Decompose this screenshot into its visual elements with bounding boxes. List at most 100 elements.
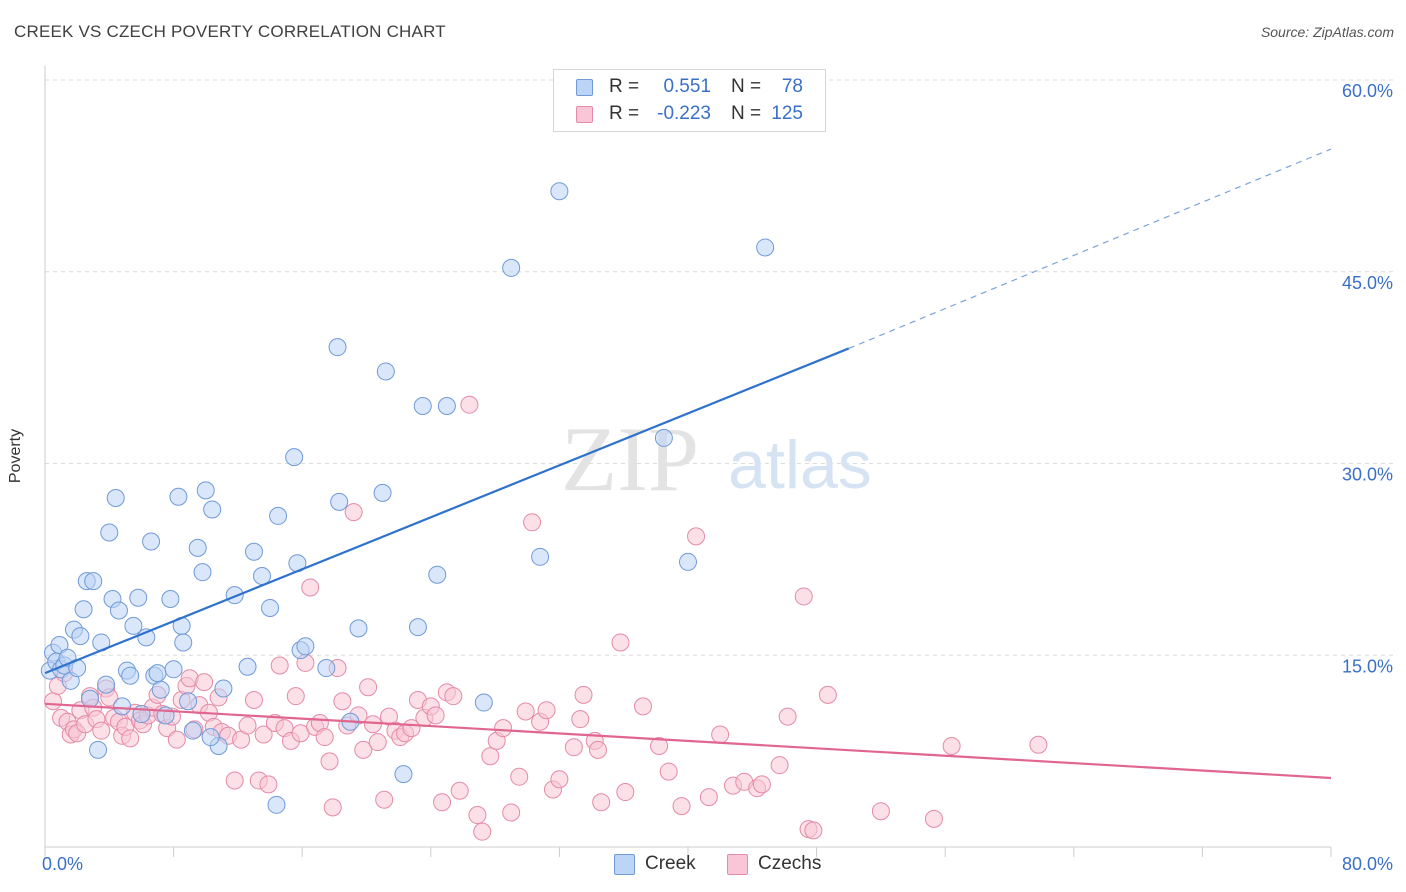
- creek-point: [84, 572, 103, 591]
- creek-trend-extension: [848, 148, 1332, 350]
- creek-trend-line: [44, 347, 850, 675]
- czechs-point: [320, 752, 339, 771]
- czechs-point: [363, 715, 382, 734]
- czechs-point: [924, 809, 943, 828]
- creek-point: [502, 258, 521, 277]
- creek-point: [330, 492, 349, 511]
- czechs-points: [44, 395, 1048, 841]
- creek-point: [81, 689, 100, 708]
- creek-point: [188, 538, 207, 557]
- czechs-point: [375, 790, 394, 809]
- bottom-legend-swatch-czechs: [727, 853, 748, 875]
- creek-point: [97, 675, 116, 694]
- czechs-point: [633, 697, 652, 716]
- czechs-point: [254, 725, 273, 744]
- creek-point: [285, 448, 304, 467]
- creek-point: [214, 679, 233, 698]
- czechs-point: [286, 687, 305, 706]
- legend-box: R = 0.551 N = 78 R = -0.223 N = 125: [553, 69, 826, 132]
- creek-point: [74, 600, 93, 619]
- czechs-point: [616, 783, 635, 802]
- trend-lines: [44, 148, 1332, 780]
- legend-n-value: 78: [781, 76, 803, 97]
- czechs-point: [516, 702, 535, 721]
- watermark: ZIP atlas: [561, 408, 872, 510]
- creek-point: [244, 542, 263, 561]
- axes: [44, 66, 1332, 857]
- creek-point: [437, 396, 456, 415]
- creek-point: [89, 740, 108, 759]
- creek-point: [193, 563, 212, 582]
- legend-swatch-czechs: [576, 105, 593, 123]
- y-tick-label: 15.0%: [1342, 656, 1393, 676]
- czechs-point: [510, 767, 529, 786]
- creek-point: [408, 618, 427, 637]
- watermark-zip: ZIP: [561, 408, 699, 510]
- creek-point: [142, 532, 161, 551]
- x-tick-label: 0.0%: [42, 854, 83, 874]
- creek-point: [129, 588, 148, 607]
- creek-point: [113, 697, 132, 716]
- czechs-point: [315, 728, 334, 747]
- creek-point: [317, 659, 336, 678]
- creek-point: [121, 666, 140, 685]
- creek-point: [50, 636, 69, 655]
- czechs-point: [699, 788, 718, 807]
- legend-r-label: R =: [609, 76, 640, 97]
- creek-point: [109, 601, 128, 620]
- czechs-point: [270, 656, 289, 675]
- czechs-point: [659, 762, 678, 781]
- creek-point: [261, 598, 280, 617]
- legend-n-label: N =: [731, 103, 762, 124]
- bottom-legend-label-creek: Creek: [645, 853, 696, 874]
- legend-row-creek: R = 0.551 N = 78: [576, 76, 803, 98]
- creek-point: [428, 565, 447, 584]
- creek-point: [328, 338, 347, 357]
- czechs-point: [259, 775, 278, 794]
- watermark-atlas: atlas: [728, 427, 872, 503]
- creek-point: [679, 552, 697, 571]
- creek-point: [756, 238, 775, 257]
- czechs-point: [711, 725, 730, 744]
- czechs-point: [481, 747, 500, 766]
- czechs-point: [650, 737, 669, 756]
- legend-n-label: N =: [731, 76, 762, 97]
- czechs-point: [1029, 735, 1048, 754]
- legend-r-label: R =: [609, 103, 640, 124]
- czechs-point: [121, 729, 140, 748]
- creek-point: [654, 428, 673, 447]
- czechs-point: [687, 527, 706, 546]
- creek-point: [100, 523, 119, 542]
- x-tick-label: 80.0%: [1342, 854, 1393, 874]
- czechs-point: [354, 740, 373, 759]
- czechs-point: [804, 821, 823, 840]
- chart-source: Source: ZipAtlas.com: [1260, 24, 1394, 40]
- creek-point: [238, 657, 257, 676]
- czechs-point: [301, 578, 320, 597]
- czechs-point: [502, 803, 521, 822]
- czechs-point: [672, 797, 691, 816]
- creek-point: [183, 721, 202, 740]
- czechs-point: [333, 692, 352, 711]
- czechs-point: [323, 798, 342, 817]
- creek-point: [148, 664, 167, 683]
- czechs-point: [473, 822, 492, 841]
- czechs-point: [942, 737, 961, 756]
- czechs-point: [550, 770, 569, 789]
- czechs-point: [592, 793, 611, 812]
- legend-swatch-creek: [576, 78, 593, 96]
- czechs-point: [44, 692, 63, 711]
- legend-n-value: 125: [771, 103, 803, 124]
- creek-point: [164, 660, 183, 679]
- czechs-point: [537, 701, 556, 720]
- legend-row-czechs: R = -0.223 N = 125: [576, 103, 803, 125]
- creek-point: [267, 795, 286, 814]
- czechs-point: [359, 678, 378, 697]
- creek-point: [201, 728, 220, 747]
- creek-point: [413, 396, 432, 415]
- bottom-legend-label-czechs: Czechs: [758, 853, 822, 874]
- creek-point: [296, 637, 315, 656]
- creek-point: [349, 619, 368, 638]
- czechs-point: [92, 721, 111, 740]
